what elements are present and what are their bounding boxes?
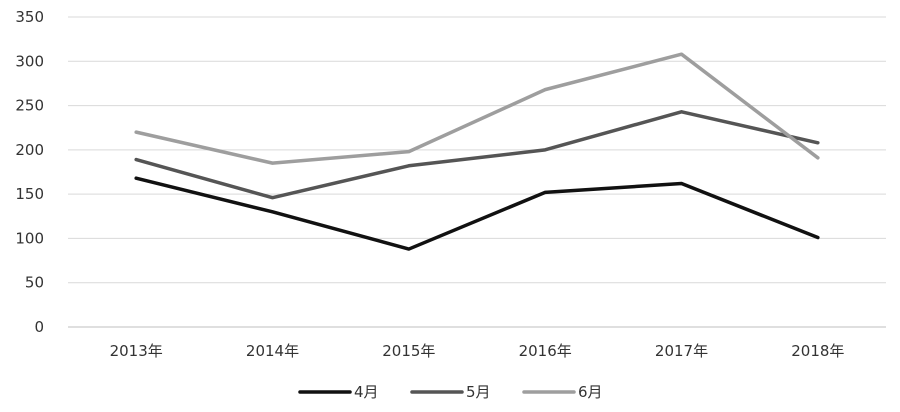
data-point (271, 196, 274, 200)
data-point (407, 164, 411, 168)
series-line-6m (134, 52, 820, 165)
x-tick-label: 2015年 (382, 342, 435, 360)
gridlines (68, 16, 886, 328)
series-line-4m (134, 176, 820, 251)
data-point (543, 148, 547, 152)
y-tick-label: 300 (15, 52, 44, 70)
legend-label: 4月 (354, 383, 379, 401)
data-point (134, 176, 138, 180)
y-tick-label: 250 (15, 97, 44, 115)
data-point (816, 236, 820, 240)
legend-label: 5月 (466, 383, 491, 401)
series-line-5m (134, 110, 820, 200)
y-tick-label: 100 (15, 229, 44, 247)
y-axis-ticks: 0 50 100 150 200 250 300 350 (15, 8, 44, 336)
y-tick-label: 200 (15, 141, 44, 159)
data-point (543, 190, 547, 194)
y-tick-label: 0 (34, 318, 44, 336)
legend-label: 6月 (578, 383, 603, 401)
data-point (134, 158, 138, 162)
data-point (271, 210, 274, 214)
data-point (543, 88, 547, 92)
data-point (680, 110, 683, 114)
data-point (134, 130, 138, 134)
data-point (407, 247, 411, 251)
x-axis-ticks: 2013年 2014年 2015年 2016年 2017年 2018年 (110, 342, 845, 360)
x-tick-label: 2013年 (110, 342, 163, 360)
y-tick-label: 150 (15, 185, 44, 203)
x-tick-label: 2014年 (246, 342, 299, 360)
data-point (680, 182, 683, 186)
x-tick-label: 2018年 (791, 342, 844, 360)
data-point (407, 150, 411, 154)
x-tick-label: 2017年 (655, 342, 708, 360)
y-tick-label: 50 (25, 274, 44, 292)
data-point (816, 156, 820, 160)
data-point (680, 52, 683, 56)
legend: 4月 5月 6月 (298, 383, 603, 401)
series-lines (134, 52, 820, 251)
data-point (816, 141, 820, 145)
data-point (271, 161, 274, 165)
x-tick-label: 2016年 (519, 342, 572, 360)
y-tick-label: 350 (15, 8, 44, 26)
